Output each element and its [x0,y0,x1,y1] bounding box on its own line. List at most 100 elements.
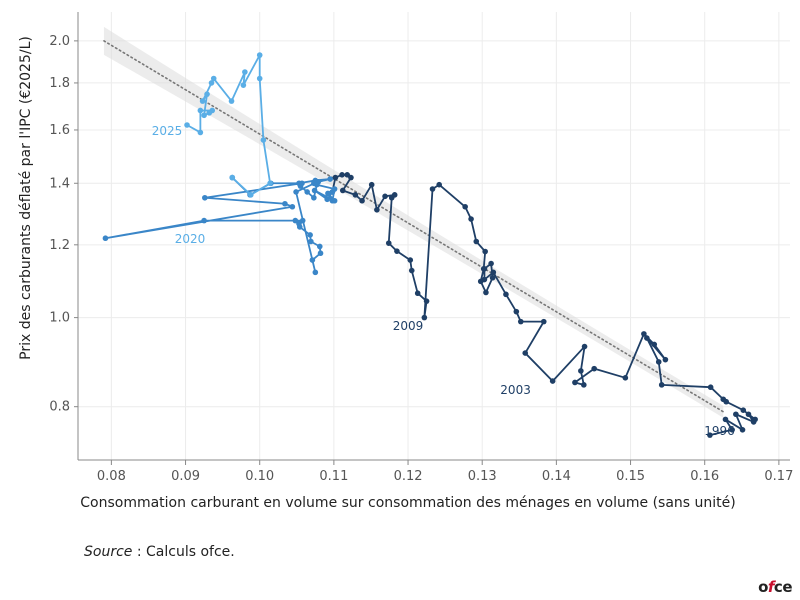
data-point [429,186,436,192]
data-point [339,172,345,178]
data-point [209,107,216,114]
data-point [394,248,400,254]
data-point [267,180,273,187]
x-tick-label: 0.13 [468,469,497,484]
data-point [407,257,414,263]
data-point [488,260,494,267]
year-label: 2003 [500,383,531,397]
data-point [490,269,497,276]
data-point [729,427,735,433]
data-point [210,75,217,82]
data-point [707,384,714,391]
series-group [102,52,758,438]
y-tick-label: 1.4 [49,176,70,191]
data-point [483,289,489,296]
data-point [324,196,331,203]
axes: 0.08 0.09 0.10 0.11 0.12 0.13 0.14 0.15 0.16 0.17… [49,12,793,484]
x-tick-label: 0.14 [542,469,571,484]
year-label: 2020 [175,232,206,246]
source-note: Source : Calculs ofce. [84,544,235,560]
data-point [256,52,263,58]
x-tick-label: 0.17 [764,469,793,484]
data-point [240,82,247,88]
data-point [329,197,336,204]
data-point [462,203,468,210]
data-point [421,314,428,321]
data-point [752,416,758,423]
data-point [540,318,547,325]
data-point [184,122,190,128]
data-point [311,194,317,201]
data-point [408,267,415,274]
data-point [229,174,236,181]
x-tick-label: 0.11 [319,469,348,484]
data-point [242,69,248,75]
data-point [655,359,662,365]
data-point [312,269,319,276]
x-tick-label: 0.10 [245,469,274,484]
data-point [282,200,288,207]
data-point [480,266,487,272]
data-point [658,382,665,388]
y-tick-label: 1.6 [49,123,70,138]
source-text: : Calculs ofce. [132,544,235,560]
data-point [316,243,323,250]
data-point [317,250,324,257]
trend-band-area [103,26,724,418]
data-point [513,308,520,315]
data-point [248,192,254,198]
y-tick-label: 2.0 [49,34,70,49]
data-point [308,238,314,245]
data-point [733,411,739,418]
trend-dotted-line [103,40,725,413]
data-point [722,416,729,423]
data-point [382,193,388,200]
data-point [482,248,488,255]
year-label: 2025 [152,124,183,138]
x-tick-label: 0.12 [394,469,423,484]
trend-band [103,26,724,418]
source-label: Source [84,544,133,560]
x-tick-label: 0.09 [171,469,200,484]
data-point [293,189,299,195]
data-point [299,180,305,187]
x-tick-label: 0.15 [616,469,645,484]
y-tick-label: 1.2 [49,238,70,253]
data-point [201,217,207,224]
data-point [309,257,316,263]
year-label: 1996 [704,424,735,438]
data-point [296,220,302,227]
data-point [307,232,313,238]
data-point [199,98,206,104]
data-point [578,368,584,374]
x-tick-label: 0.16 [690,469,719,484]
data-point [204,91,210,97]
data-point [201,112,207,119]
logo-part: o [758,578,768,596]
data-point [304,189,310,195]
data-point [477,278,484,285]
data-point [591,365,597,372]
data-point [311,187,318,194]
data-point [208,80,215,86]
data-point [299,217,306,224]
data-point [549,378,556,384]
data-point [332,174,339,181]
data-point [374,206,380,213]
data-point [197,107,204,114]
data-point [503,291,509,298]
x-axis-title: Consommation carburant en volume sur con… [80,495,735,511]
y-axis-title: Prix des carburants déflaté par l'IPC (€… [18,36,34,360]
data-point [391,192,398,198]
data-point [622,375,629,381]
data-point [228,98,235,104]
data-point [289,203,296,210]
data-point [385,240,392,246]
y-tick-label: 1.0 [49,311,70,326]
data-point [740,407,747,413]
data-point [468,216,474,222]
annotations-group: 1996 2003 2009 2020 2025 [152,124,735,438]
y-tick-label: 1.8 [49,76,70,91]
data-point [314,179,321,185]
